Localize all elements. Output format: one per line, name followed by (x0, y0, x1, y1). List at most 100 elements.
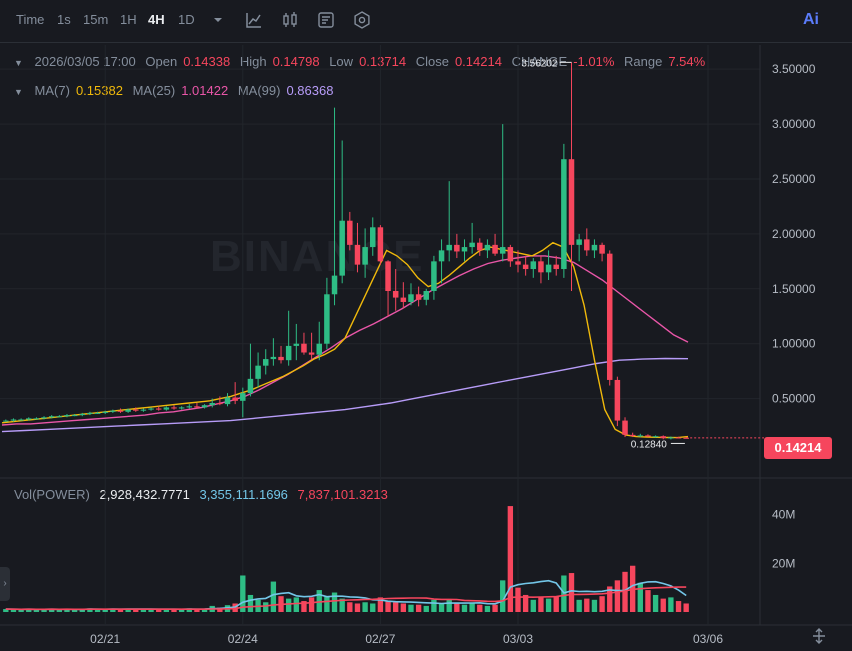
candle-body (155, 408, 162, 410)
candle-body (293, 343, 300, 346)
volume-bar (484, 605, 491, 612)
candle-body (499, 247, 506, 254)
ma7-label: MA(7) (34, 83, 70, 98)
candle-body (484, 244, 491, 251)
volume-bar (629, 565, 636, 612)
volume-bar (370, 603, 376, 612)
candle-body (148, 408, 154, 410)
collapse-caret-icon[interactable]: ▼ (14, 58, 23, 68)
candle-body (392, 290, 399, 298)
candle-body (622, 420, 628, 435)
volume-value: 2,928,432.7771 (99, 487, 190, 502)
volume-bar (110, 608, 116, 612)
volume-bar (408, 604, 414, 612)
candle-body (26, 418, 32, 420)
volume-bar (339, 598, 345, 612)
gear-icon[interactable] (352, 10, 372, 30)
candle-body (285, 345, 292, 361)
interval-15m[interactable]: 15m (83, 12, 109, 27)
volume-bar (178, 609, 185, 612)
candle-body (140, 409, 147, 411)
interval-1s[interactable]: 1s (57, 12, 71, 27)
volume-bar (255, 599, 261, 612)
volume-bar (201, 608, 208, 612)
candle-body (316, 343, 322, 355)
volume-axis-label: 20M (772, 556, 795, 570)
volume-bar (64, 609, 70, 612)
ma-info-row: ▼ MA(7) 0.15382 MA(25) 1.01422 MA(99) 0.863… (14, 83, 339, 98)
volume-bar (10, 609, 17, 612)
date-axis-label: 03/06 (693, 632, 723, 646)
candle-body (3, 420, 9, 422)
volume-bar (668, 597, 674, 612)
candle-body (163, 407, 170, 410)
volume-bar (194, 609, 200, 612)
interval-dropdown-icon[interactable] (208, 10, 228, 30)
volume-bar (3, 609, 9, 612)
volume-bar (71, 609, 78, 612)
collapse-ma-caret-icon[interactable]: ▼ (14, 87, 23, 97)
time-label[interactable]: Time (16, 12, 45, 27)
price-axis-label: 1.00000 (772, 337, 816, 351)
candle-body (262, 359, 269, 366)
toolbar-divider (0, 42, 852, 43)
volume-bar (683, 603, 689, 612)
volume-bar (232, 603, 238, 612)
candle-body (553, 264, 559, 270)
candle-body (576, 239, 582, 245)
ai-assistant-button[interactable]: Ai (803, 11, 819, 28)
candle-body (33, 418, 40, 420)
volume-bar (270, 581, 277, 612)
indicator-chart-icon[interactable] (244, 10, 264, 30)
candle-body (171, 407, 177, 409)
candle-body (538, 261, 544, 273)
volume-bar (385, 601, 391, 612)
range-value: 7.54% (668, 54, 706, 69)
candle-body (599, 244, 605, 254)
close-value: 0.14214 (454, 54, 502, 69)
chart-settings-icon[interactable] (316, 10, 336, 30)
expand-panel-toggle[interactable]: › (0, 567, 10, 601)
candle-body (240, 393, 246, 401)
candle-body (461, 247, 468, 252)
interval-4h[interactable]: 4H (148, 12, 165, 27)
open-value: 0.14338 (183, 54, 231, 69)
price-axis-label: 2.00000 (772, 227, 816, 241)
candle-body (18, 419, 24, 421)
candle-body (477, 242, 483, 251)
candle-body (71, 415, 78, 417)
candle-body (568, 159, 575, 245)
volume-bar (492, 604, 498, 612)
ohlc-info-row: ▼ 2026/03/05 17:00 Open 0.14338 High 0.147… (14, 54, 711, 69)
volume-bar (148, 609, 154, 612)
candle-body (94, 412, 101, 414)
candle-body (324, 294, 330, 344)
candle-body (469, 242, 475, 248)
volume-bar (660, 598, 666, 612)
candle-style-icon[interactable] (280, 10, 300, 30)
candle-body (408, 294, 414, 302)
date-axis-label: 02/24 (228, 632, 258, 646)
volume-bar (26, 608, 32, 612)
candle-body (301, 343, 307, 353)
volume-bar (438, 603, 445, 612)
volume-bar (263, 602, 269, 612)
close-label: Close (415, 54, 449, 69)
volume-axis-label: 40M (772, 508, 795, 522)
candle-body (178, 407, 185, 409)
change-value: -1.01% (573, 54, 615, 69)
volume-bar (79, 609, 85, 612)
candle-body (56, 416, 63, 418)
candle-body (545, 264, 552, 273)
interval-1d[interactable]: 1D (178, 12, 195, 27)
date-axis-label: 03/03 (503, 632, 533, 646)
high-value: 0.14798 (272, 54, 320, 69)
volume-bar (293, 597, 299, 612)
volume-bar (507, 506, 514, 612)
reset-axis-icon[interactable] (810, 627, 828, 645)
open-label: Open (145, 54, 178, 69)
candle-body (431, 261, 437, 291)
ma99-value: 0.86368 (286, 83, 334, 98)
candle-body (446, 244, 452, 251)
interval-1h[interactable]: 1H (120, 12, 137, 27)
